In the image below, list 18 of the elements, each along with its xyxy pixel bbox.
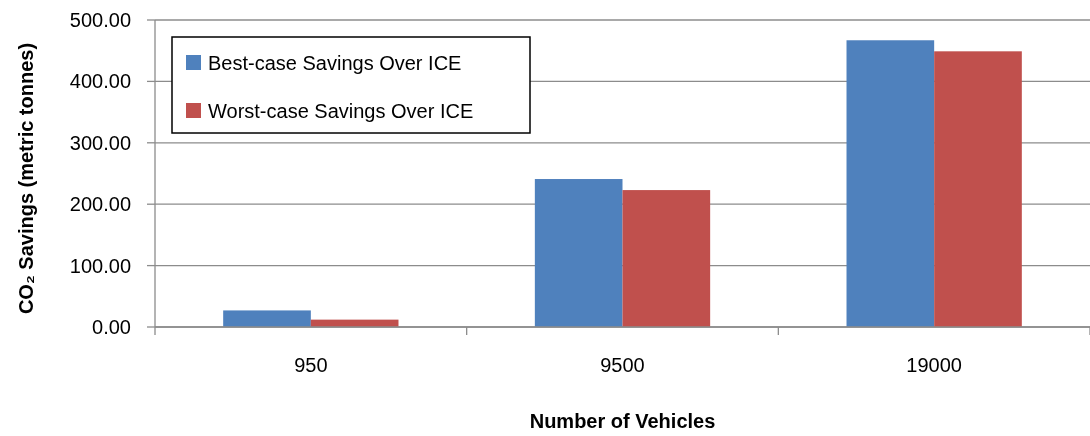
y-tick-label: 0.00 bbox=[92, 316, 131, 338]
y-tick-label: 500.00 bbox=[69, 9, 131, 31]
bar bbox=[846, 40, 935, 327]
bar bbox=[223, 310, 311, 327]
bar bbox=[622, 190, 711, 327]
y-tick-label: 200.00 bbox=[69, 193, 131, 216]
x-tick-label: 950 bbox=[294, 354, 328, 376]
x-tick-label: 9500 bbox=[600, 354, 645, 376]
x-axis-title: Number of Vehicles bbox=[529, 410, 716, 432]
y-tick-label: 100.00 bbox=[69, 254, 131, 277]
bar bbox=[534, 179, 623, 327]
y-tick-label: 300.00 bbox=[69, 131, 131, 154]
x-tick-label: 19000 bbox=[906, 354, 962, 376]
legend-label: Best-case Savings Over ICE bbox=[208, 52, 462, 74]
y-axis-title: CO₂ Savings (metric tonnes) bbox=[15, 42, 37, 315]
y-tick-label: 400.00 bbox=[69, 70, 131, 93]
legend-label: Worst-case Savings Over ICE bbox=[208, 100, 474, 122]
bar bbox=[934, 51, 1022, 327]
